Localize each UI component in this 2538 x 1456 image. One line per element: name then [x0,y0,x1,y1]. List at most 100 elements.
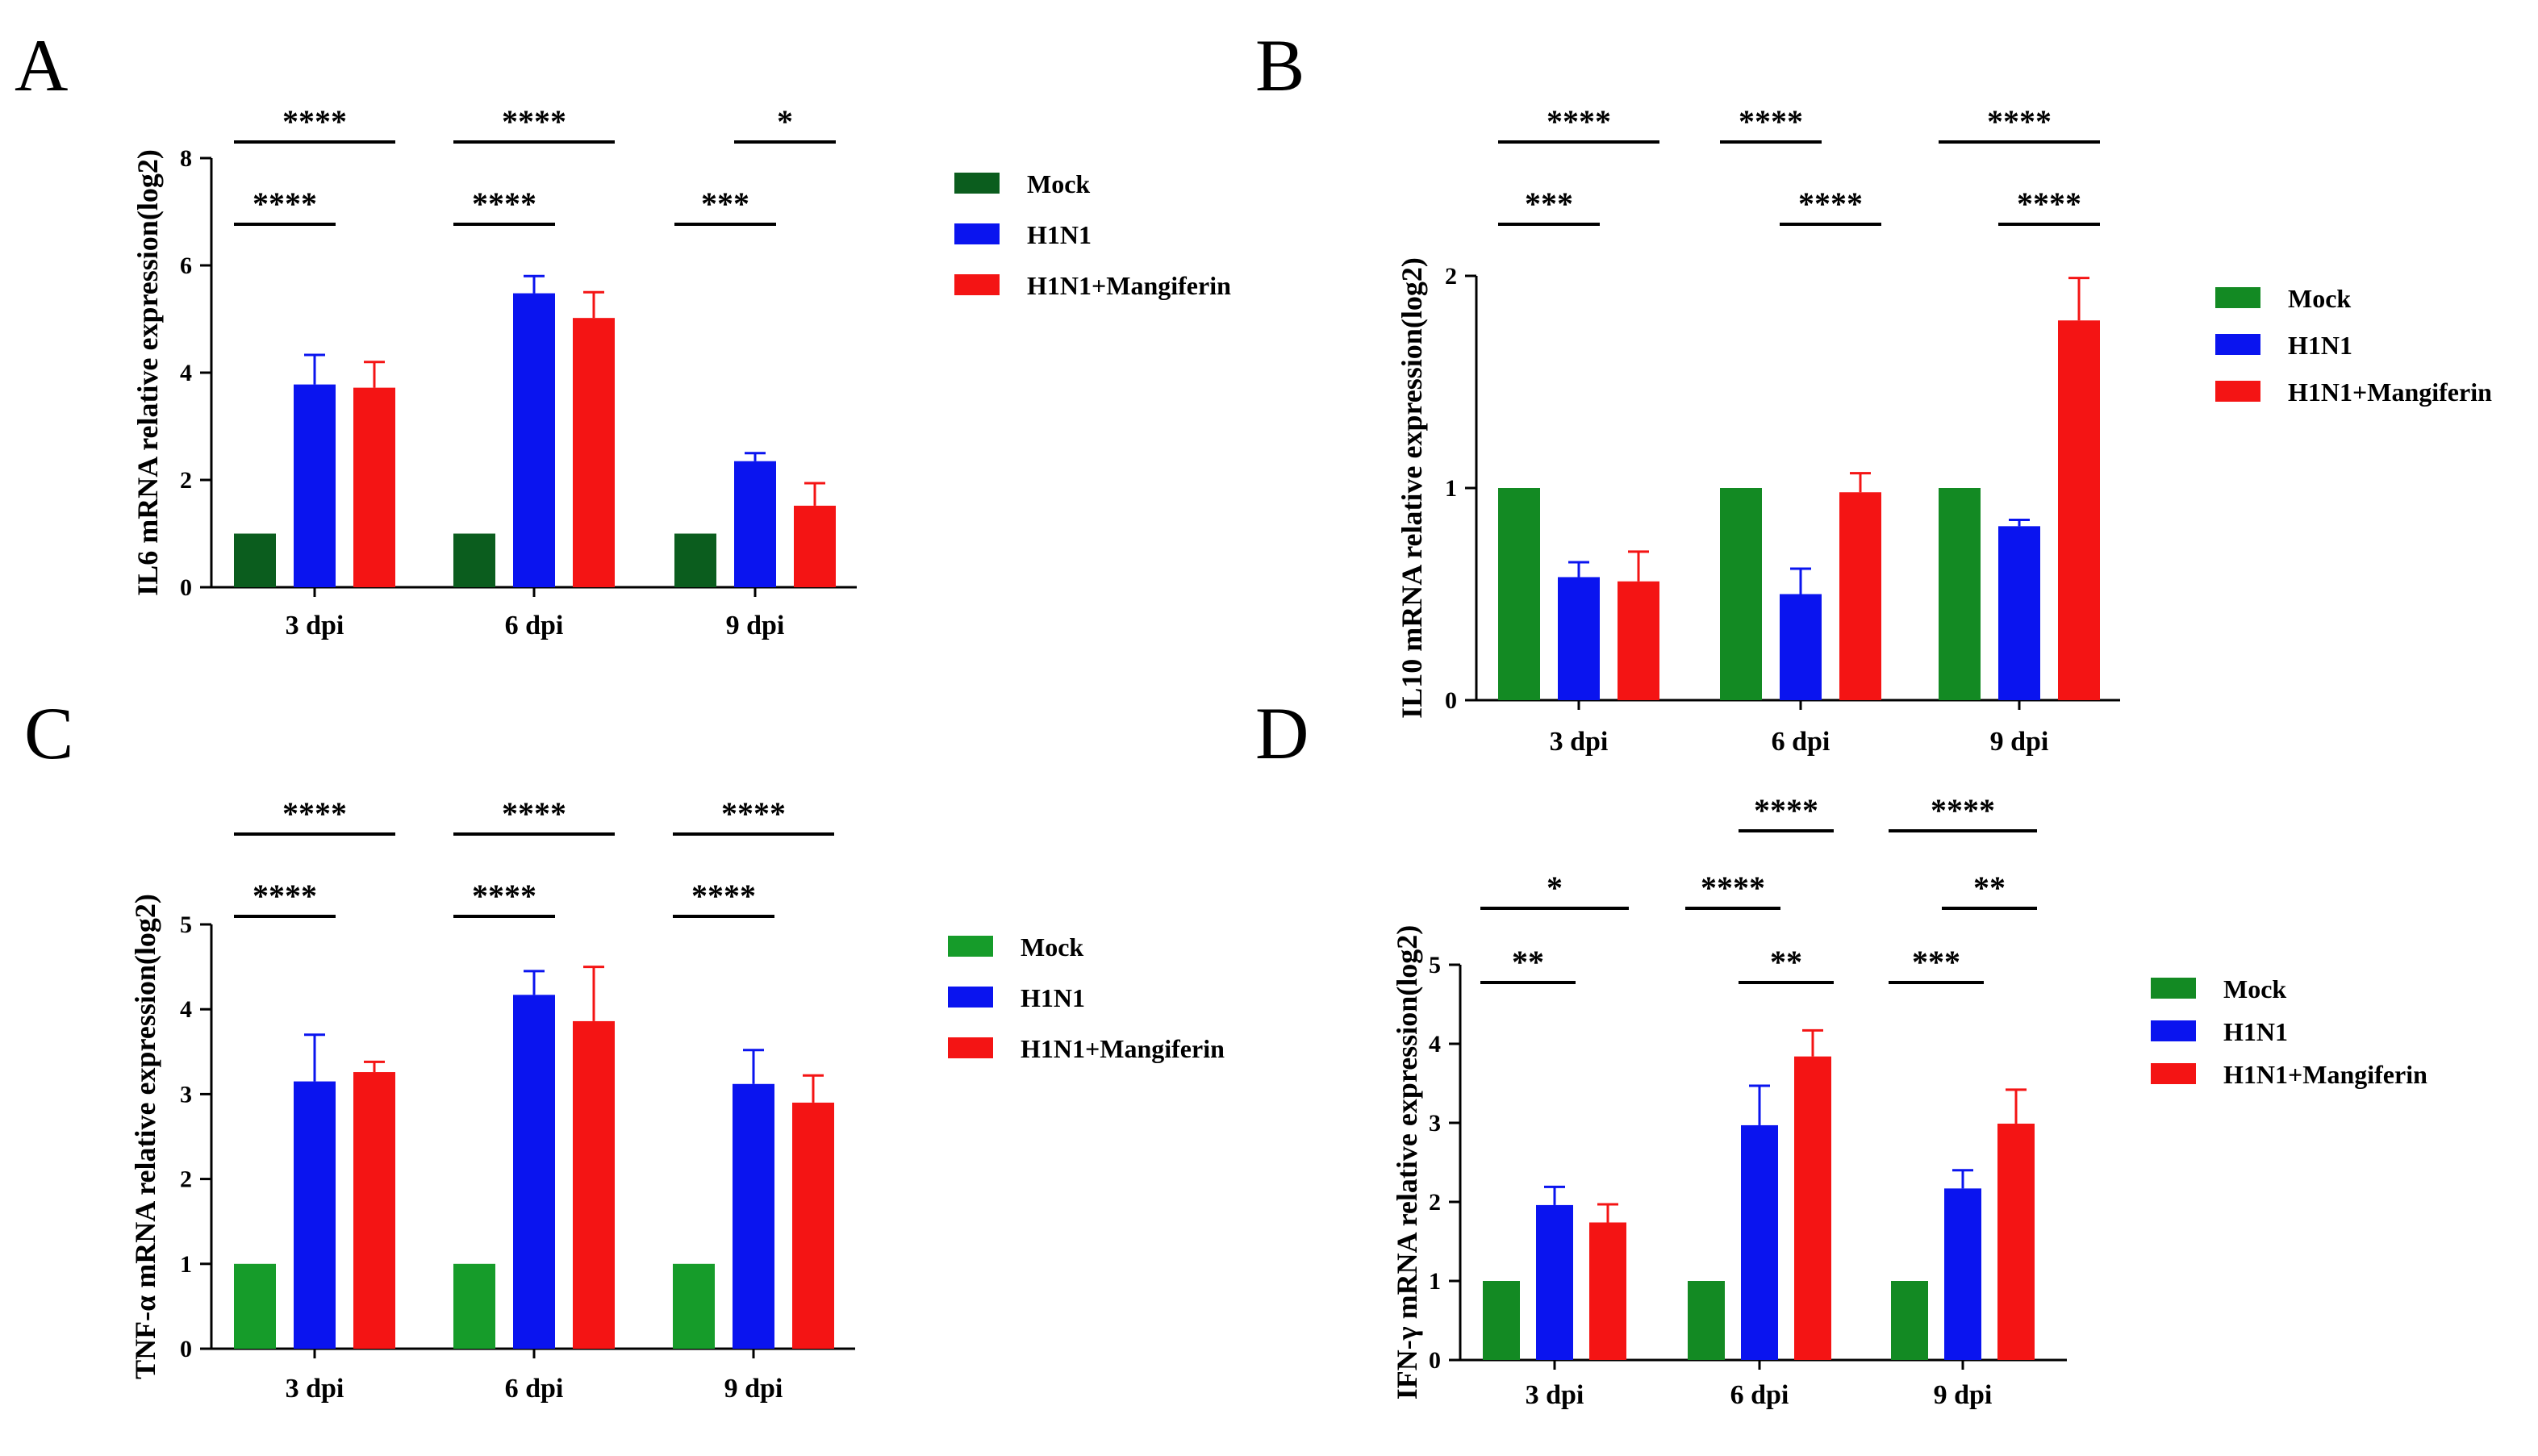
legend-label-c: H1N1 [1021,983,1085,1012]
significance-label-c: **** [253,878,317,914]
category-label-b: 6 dpi [1772,727,1830,757]
y-axis-label-c: TNF-α mRNA relative expression(log2) [129,894,161,1379]
significance-label-d: ** [1770,944,1802,980]
y-tick-label-c: 3 [180,1081,192,1108]
y-tick-label-d: 4 [1429,1031,1441,1058]
significance-label-d: ** [1512,944,1544,980]
bar-b [1939,488,1981,700]
panel-a: A 0 2 4 6 8 IL6 mRNA relative expression(log2)… [15,24,1231,640]
bar-d [1688,1281,1725,1360]
legend-label-d: H1N1 [2223,1017,2288,1046]
category-label-b: 3 dpi [1550,727,1609,757]
legend-swatch-b [2215,287,2260,308]
y-axis-label-d: IFN-γ mRNA relative expression(log2) [1391,925,1423,1400]
category-label-d: 3 dpi [1526,1380,1584,1410]
significance-label-b: **** [1798,186,1863,222]
panel-letter-d: D [1255,692,1309,774]
y-tick-label-d: 2 [1429,1189,1441,1216]
legend-label-b: H1N1 [2288,331,2352,360]
category-label-c: 3 dpi [286,1374,344,1404]
y-tick-label-b: 0 [1445,687,1457,714]
significance-label-d: **** [1931,792,1995,828]
category-label-d: 9 dpi [1934,1380,1993,1410]
y-tick-label-d: 1 [1429,1268,1441,1295]
y-tick-label-d: 0 [1429,1347,1441,1374]
significance-label-b: **** [1987,103,2052,140]
y-axis-label-b: IL10 mRNA relative expression(log2) [1396,257,1428,719]
legend-label-d: Mock [2223,974,2286,1003]
y-tick-label-c: 5 [180,912,192,938]
bar-c [573,1020,615,1349]
legend-swatch-c [948,1037,993,1058]
legend-swatch-a [954,274,1000,295]
legend-swatch-b [2215,381,2260,402]
significance-label-c: **** [691,878,756,914]
legend-swatch-a [954,223,1000,244]
bar-d [1891,1281,1928,1360]
bar-c [513,995,555,1349]
bar-a [513,293,555,587]
legend-swatch-c [948,987,993,1008]
significance-label-c: **** [502,795,566,832]
bar-b [1720,488,1762,700]
bar-c [353,1072,395,1349]
y-tick-label-c: 0 [180,1336,192,1362]
bar-a [234,533,276,587]
category-label-c: 9 dpi [724,1374,783,1404]
bar-c [234,1263,276,1349]
bar-d [1589,1222,1626,1360]
significance-label-d: **** [1701,870,1765,906]
legend-swatch-d [2151,1020,2196,1041]
legend-label-a: H1N1 [1027,220,1092,249]
bar-a [573,318,615,587]
panel-letter-a: A [15,24,68,106]
bar-d [1997,1123,2035,1360]
bar-b [1998,526,2040,700]
panel-c: C 0 1 2 3 4 5 TNF-α mRNA relative expression(lo… [24,692,1225,1404]
y-tick-label-d: 3 [1429,1110,1441,1137]
significance-label-a: **** [282,103,347,140]
bar-a [353,387,395,587]
bar-b [2058,320,2100,700]
y-tick-label-a: 6 [180,252,192,279]
significance-label-b: **** [1547,103,1611,140]
significance-label-a: **** [253,186,317,222]
y-tick-label-a: 8 [180,145,192,172]
bar-c [792,1102,834,1349]
panel-b: B 0 1 2 IL10 mRNA relative expression(log2) 3… [1255,24,2492,757]
significance-label-b: *** [1525,186,1573,222]
panel-letter-c: C [24,692,73,774]
y-tick-label-a: 2 [180,467,192,494]
legend-swatch-d [2151,1063,2196,1084]
significance-label-a: * [777,103,793,140]
category-label-a: 3 dpi [286,611,344,640]
category-label-a: 6 dpi [505,611,564,640]
bar-c [294,1081,336,1349]
bar-b [1839,492,1881,700]
y-axis-label-a: IL6 mRNA relative expression(log2) [131,149,164,596]
significance-label-d: ** [1973,870,2006,906]
category-label-a: 9 dpi [726,611,785,640]
bar-a [674,533,716,587]
panel-letter-b: B [1255,24,1304,106]
y-tick-label-c: 1 [180,1251,192,1278]
legend-swatch-d [2151,978,2196,999]
bar-d [1741,1124,1778,1360]
bar-d [1944,1188,1981,1360]
significance-label-c: **** [721,795,786,832]
bar-a [294,384,336,587]
bar-a [794,505,836,587]
bar-b [1558,577,1600,700]
bar-d [1536,1204,1573,1360]
legend-label-c: H1N1+Mangiferin [1021,1034,1225,1063]
y-tick-label-c: 4 [180,996,192,1023]
bar-c [733,1083,774,1349]
legend-label-a: Mock [1027,169,1090,198]
legend-label-d: H1N1+Mangiferin [2223,1060,2427,1089]
significance-label-d: **** [1754,792,1818,828]
category-label-d: 6 dpi [1730,1380,1789,1410]
bar-b [1618,581,1659,700]
significance-label-b: **** [2017,186,2081,222]
